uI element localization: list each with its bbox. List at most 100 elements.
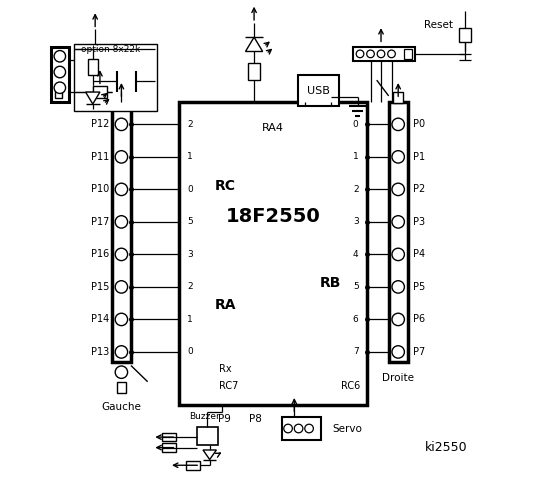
Circle shape	[115, 151, 128, 163]
Text: P6: P6	[413, 314, 425, 324]
Text: P5: P5	[413, 282, 425, 292]
Circle shape	[392, 216, 404, 228]
Text: P9: P9	[217, 414, 231, 424]
Circle shape	[377, 50, 385, 58]
Text: RC6: RC6	[341, 381, 360, 391]
Text: Rx: Rx	[219, 364, 232, 374]
Bar	[248, 63, 260, 80]
Bar	[117, 382, 126, 393]
Bar	[389, 102, 408, 362]
Text: 2: 2	[353, 185, 358, 194]
Bar	[162, 444, 176, 452]
Bar	[404, 49, 412, 59]
Text: 5: 5	[187, 217, 193, 227]
Bar	[197, 427, 218, 445]
Text: P4: P4	[413, 250, 425, 259]
Text: P15: P15	[91, 282, 109, 292]
Text: P14: P14	[91, 314, 109, 324]
Text: 4: 4	[353, 250, 358, 259]
Circle shape	[392, 183, 404, 195]
Circle shape	[392, 281, 404, 293]
Bar	[55, 89, 62, 98]
Circle shape	[115, 313, 128, 325]
Bar	[298, 75, 338, 107]
Circle shape	[115, 118, 128, 131]
Text: 3: 3	[353, 217, 358, 227]
Text: P7: P7	[413, 347, 425, 357]
Bar	[112, 102, 131, 362]
Text: Servo: Servo	[332, 423, 362, 433]
Text: P11: P11	[91, 152, 109, 162]
Circle shape	[115, 183, 128, 195]
Circle shape	[392, 151, 404, 163]
Circle shape	[54, 50, 66, 62]
Circle shape	[54, 82, 66, 94]
Text: RB: RB	[320, 276, 341, 290]
Circle shape	[115, 346, 128, 358]
Text: 0: 0	[187, 185, 193, 194]
Text: P17: P17	[91, 217, 109, 227]
Text: RC7: RC7	[219, 381, 238, 391]
Text: P3: P3	[413, 217, 425, 227]
Circle shape	[356, 50, 364, 58]
Text: 1: 1	[353, 152, 358, 161]
Text: P12: P12	[91, 120, 109, 130]
Circle shape	[115, 366, 128, 378]
Text: P1: P1	[413, 152, 425, 162]
Bar	[353, 47, 415, 61]
Polygon shape	[86, 92, 100, 104]
Bar	[93, 86, 107, 98]
Text: P8: P8	[249, 414, 262, 424]
Bar	[162, 433, 176, 442]
Text: USB: USB	[307, 86, 330, 96]
Circle shape	[367, 50, 374, 58]
Text: 7: 7	[353, 348, 358, 357]
Circle shape	[388, 50, 395, 58]
Bar	[74, 44, 157, 111]
Text: 1: 1	[187, 315, 193, 324]
Text: 0: 0	[353, 120, 358, 129]
Text: RA4: RA4	[262, 123, 284, 133]
Text: 0: 0	[187, 348, 193, 357]
Circle shape	[115, 281, 128, 293]
Text: P0: P0	[413, 120, 425, 130]
Text: P16: P16	[91, 250, 109, 259]
Polygon shape	[246, 37, 263, 51]
Circle shape	[392, 248, 404, 261]
Text: 2: 2	[187, 282, 193, 291]
Text: 3: 3	[187, 250, 193, 259]
Text: 1: 1	[187, 152, 193, 161]
Bar	[283, 417, 321, 441]
Text: Reset: Reset	[424, 20, 453, 30]
Text: 6: 6	[353, 315, 358, 324]
Circle shape	[54, 66, 66, 78]
Polygon shape	[203, 450, 216, 459]
Text: Gauche: Gauche	[101, 402, 142, 412]
Text: P10: P10	[91, 184, 109, 194]
Bar	[179, 102, 367, 405]
Text: 18F2550: 18F2550	[226, 207, 320, 226]
Text: RC: RC	[215, 180, 236, 193]
Circle shape	[392, 346, 404, 358]
Text: P13: P13	[91, 347, 109, 357]
Text: P2: P2	[413, 184, 425, 194]
Text: Droite: Droite	[382, 373, 414, 384]
Bar	[51, 47, 69, 102]
Text: Buzzer: Buzzer	[190, 412, 220, 421]
Text: ki2550: ki2550	[425, 441, 467, 454]
Bar	[88, 59, 97, 75]
Circle shape	[392, 313, 404, 325]
Text: RA: RA	[215, 298, 236, 312]
Text: option 8x22k: option 8x22k	[81, 45, 140, 54]
Text: 2: 2	[187, 120, 193, 129]
Bar	[393, 92, 403, 103]
Bar	[460, 28, 471, 42]
Circle shape	[284, 424, 293, 433]
Bar	[186, 461, 200, 470]
Circle shape	[392, 118, 404, 131]
Circle shape	[115, 248, 128, 261]
Circle shape	[115, 216, 128, 228]
Circle shape	[294, 424, 303, 433]
Text: 5: 5	[353, 282, 358, 291]
Circle shape	[305, 424, 314, 433]
